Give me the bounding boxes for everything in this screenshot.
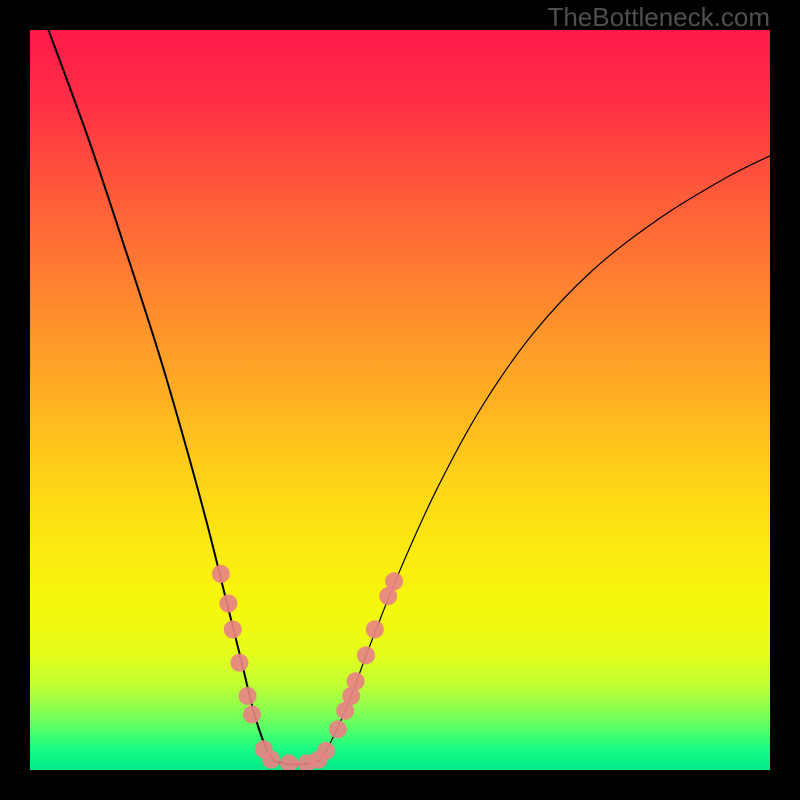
data-marker — [243, 706, 261, 724]
data-marker — [239, 687, 257, 705]
data-marker — [224, 620, 242, 638]
watermark-text: TheBottleneck.com — [547, 2, 770, 33]
data-marker — [357, 646, 375, 664]
chart-frame: TheBottleneck.com — [0, 0, 800, 800]
data-marker — [219, 595, 237, 613]
data-marker — [212, 565, 230, 583]
bottleneck-chart — [0, 0, 800, 800]
data-marker — [347, 672, 365, 690]
data-marker — [230, 654, 248, 672]
data-marker — [262, 751, 280, 769]
data-marker — [329, 720, 347, 738]
plot-background — [30, 30, 770, 770]
data-marker — [385, 572, 403, 590]
data-marker — [280, 754, 298, 772]
data-marker — [317, 742, 335, 760]
data-marker — [366, 620, 384, 638]
